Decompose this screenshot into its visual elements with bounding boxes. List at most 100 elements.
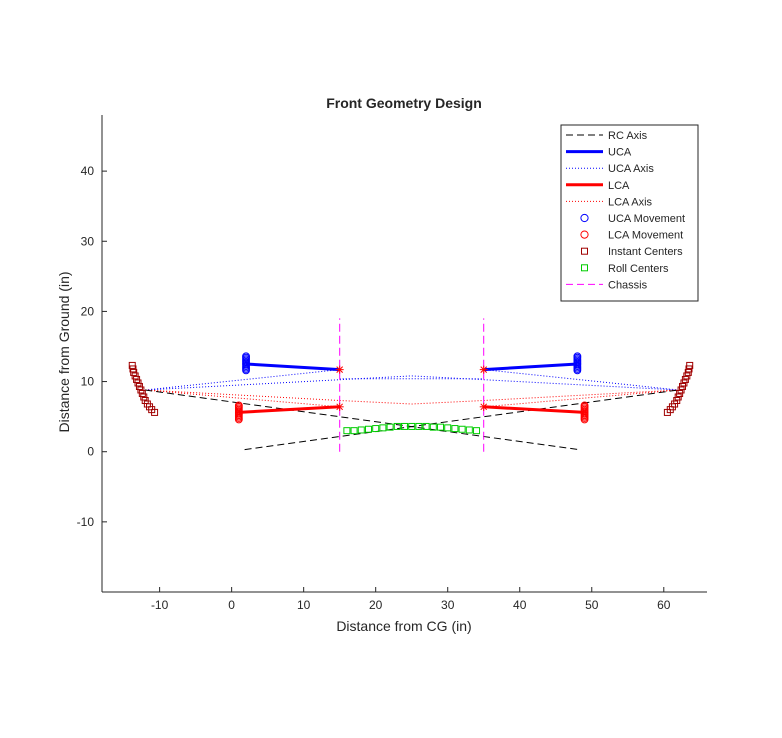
instant-center-marker-left-14 — [151, 408, 159, 416]
uca-axis-line-1 — [145, 369, 340, 391]
legend-item-lca-movement: LCA Movement — [580, 230, 683, 242]
roll-center-marker-15 — [451, 425, 459, 433]
instant-center-marker-right-14 — [663, 408, 671, 416]
instant-center-marker-right-8 — [676, 389, 684, 397]
legend-swatch — [581, 247, 588, 255]
instant-center-marker-right-0 — [686, 361, 694, 369]
roll-center-marker-4 — [372, 425, 380, 433]
legend-label: LCA Axis — [608, 196, 653, 208]
y-tick-label-3: 20 — [81, 304, 95, 318]
instant-center-marker-left-7 — [137, 386, 145, 394]
rc-axis-line-1 — [244, 389, 679, 451]
roll-center-marker-10 — [415, 422, 423, 430]
uca-axis-line-2 — [483, 369, 679, 391]
x-tick-label-0: -10 — [151, 598, 169, 612]
legend: RC Axis UCA UCA Axis LCA LCA Axis UCA Movemen… — [560, 124, 699, 302]
instant-center-marker-left-8 — [138, 389, 146, 397]
instant-center-marker-left-5 — [134, 379, 142, 387]
roll-center-marker-14 — [444, 424, 452, 432]
roll-center-marker-8 — [401, 422, 408, 430]
legend-item-lca: LCA — [566, 180, 630, 192]
pivot-point-0 — [335, 365, 344, 374]
lca-line-1 — [483, 405, 585, 414]
lca-axis-line-0 — [145, 389, 340, 408]
uca-movement-marker-left-10 — [242, 352, 250, 361]
legend-label: RC Axis — [608, 130, 648, 142]
instant-center-marker-left-1 — [129, 365, 137, 373]
x-tick-label-3: 20 — [369, 598, 383, 612]
instant-center-marker-left-3 — [131, 372, 139, 380]
legend-item-rc-axis: RC Axis — [566, 130, 648, 142]
legend-swatch — [580, 230, 589, 239]
instant-center-marker-right-9 — [674, 393, 682, 401]
legend-swatch — [580, 213, 589, 223]
instant-center-marker-left-0 — [128, 361, 136, 369]
legend-box — [560, 124, 699, 302]
legend-item-uca-axis: UCA Axis — [566, 163, 654, 175]
roll-center-marker-0 — [343, 427, 351, 435]
legend-label: Roll Centers — [608, 263, 669, 275]
instant-center-marker-right-3 — [683, 372, 691, 380]
x-axis-label: Distance from CG (in) — [336, 618, 471, 634]
instant-center-marker-left-9 — [140, 393, 148, 401]
roll-center-marker-6 — [386, 423, 394, 431]
legend-label: LCA Movement — [608, 230, 683, 242]
roll-center-marker-7 — [393, 422, 401, 430]
legend-swatch — [581, 264, 588, 272]
x-tick-label-5: 40 — [513, 598, 527, 612]
axes: -10 0 10 20 30 40 50 60 -10 0 10 20 30 40 — [77, 115, 707, 612]
instant-center-marker-left-6 — [135, 382, 143, 390]
roll-center-marker-11 — [422, 422, 430, 430]
instant-center-marker-left-10 — [141, 396, 149, 404]
chart-title: Front Geometry Design — [326, 95, 482, 111]
x-tick-label-6: 50 — [585, 598, 599, 612]
data-layer — [128, 318, 694, 452]
lca-axis-line-1 — [483, 389, 679, 408]
x-tick-label-1: 0 — [228, 598, 235, 612]
y-axis-label: Distance from Ground (in) — [56, 271, 72, 432]
pivot-point-2 — [335, 402, 344, 411]
instant-center-marker-right-6 — [679, 382, 687, 390]
y-tick-label-0: -10 — [77, 515, 95, 529]
legend-item-lca-axis: LCA Axis — [566, 196, 653, 208]
lca-axis-line-2 — [339, 400, 484, 405]
legend-label: Chassis — [608, 279, 648, 291]
y-tick-label-4: 30 — [81, 234, 95, 248]
roll-center-marker-12 — [429, 423, 437, 431]
legend-label: UCA Axis — [608, 163, 654, 175]
instant-center-marker-right-5 — [680, 379, 688, 387]
instant-center-marker-right-2 — [684, 368, 692, 376]
legend-label: LCA — [608, 180, 630, 192]
instant-center-marker-right-4 — [681, 375, 689, 383]
instant-center-marker-left-2 — [130, 368, 138, 376]
y-tick-label-2: 10 — [81, 375, 95, 389]
x-tick-label-7: 60 — [657, 598, 671, 612]
uca-axis-line-0 — [145, 375, 679, 391]
y-tick-label-1: 0 — [87, 445, 94, 459]
x-tick-label-4: 30 — [441, 598, 455, 612]
instant-center-marker-right-1 — [685, 365, 693, 373]
legend-item-uca: UCA — [566, 147, 632, 159]
lca-axis-line-4 — [483, 389, 679, 401]
roll-center-marker-13 — [437, 423, 445, 431]
legend-label: Instant Centers — [608, 246, 683, 258]
legend-label: UCA — [608, 147, 632, 159]
pivot-point-1 — [479, 365, 488, 374]
pivot-point-3 — [479, 402, 488, 411]
instant-center-marker-left-4 — [133, 375, 141, 383]
roll-center-marker-17 — [465, 426, 473, 434]
rc-axis-line-0 — [145, 389, 579, 451]
lca-movement-marker-right-10 — [580, 401, 589, 410]
uca-line-1 — [483, 362, 578, 372]
legend-item-uca-movement: UCA Movement — [580, 213, 685, 225]
roll-center-marker-2 — [357, 426, 365, 434]
uca-line-0 — [245, 362, 340, 372]
roll-center-marker-1 — [350, 427, 358, 435]
x-tick-label-2: 10 — [297, 598, 311, 612]
lca-axis-line-3 — [145, 389, 340, 401]
legend-label: UCA Movement — [608, 213, 685, 225]
legend-item-instant-centers: Instant Centers — [581, 246, 683, 258]
legend-item-chassis: Chassis — [566, 279, 648, 291]
